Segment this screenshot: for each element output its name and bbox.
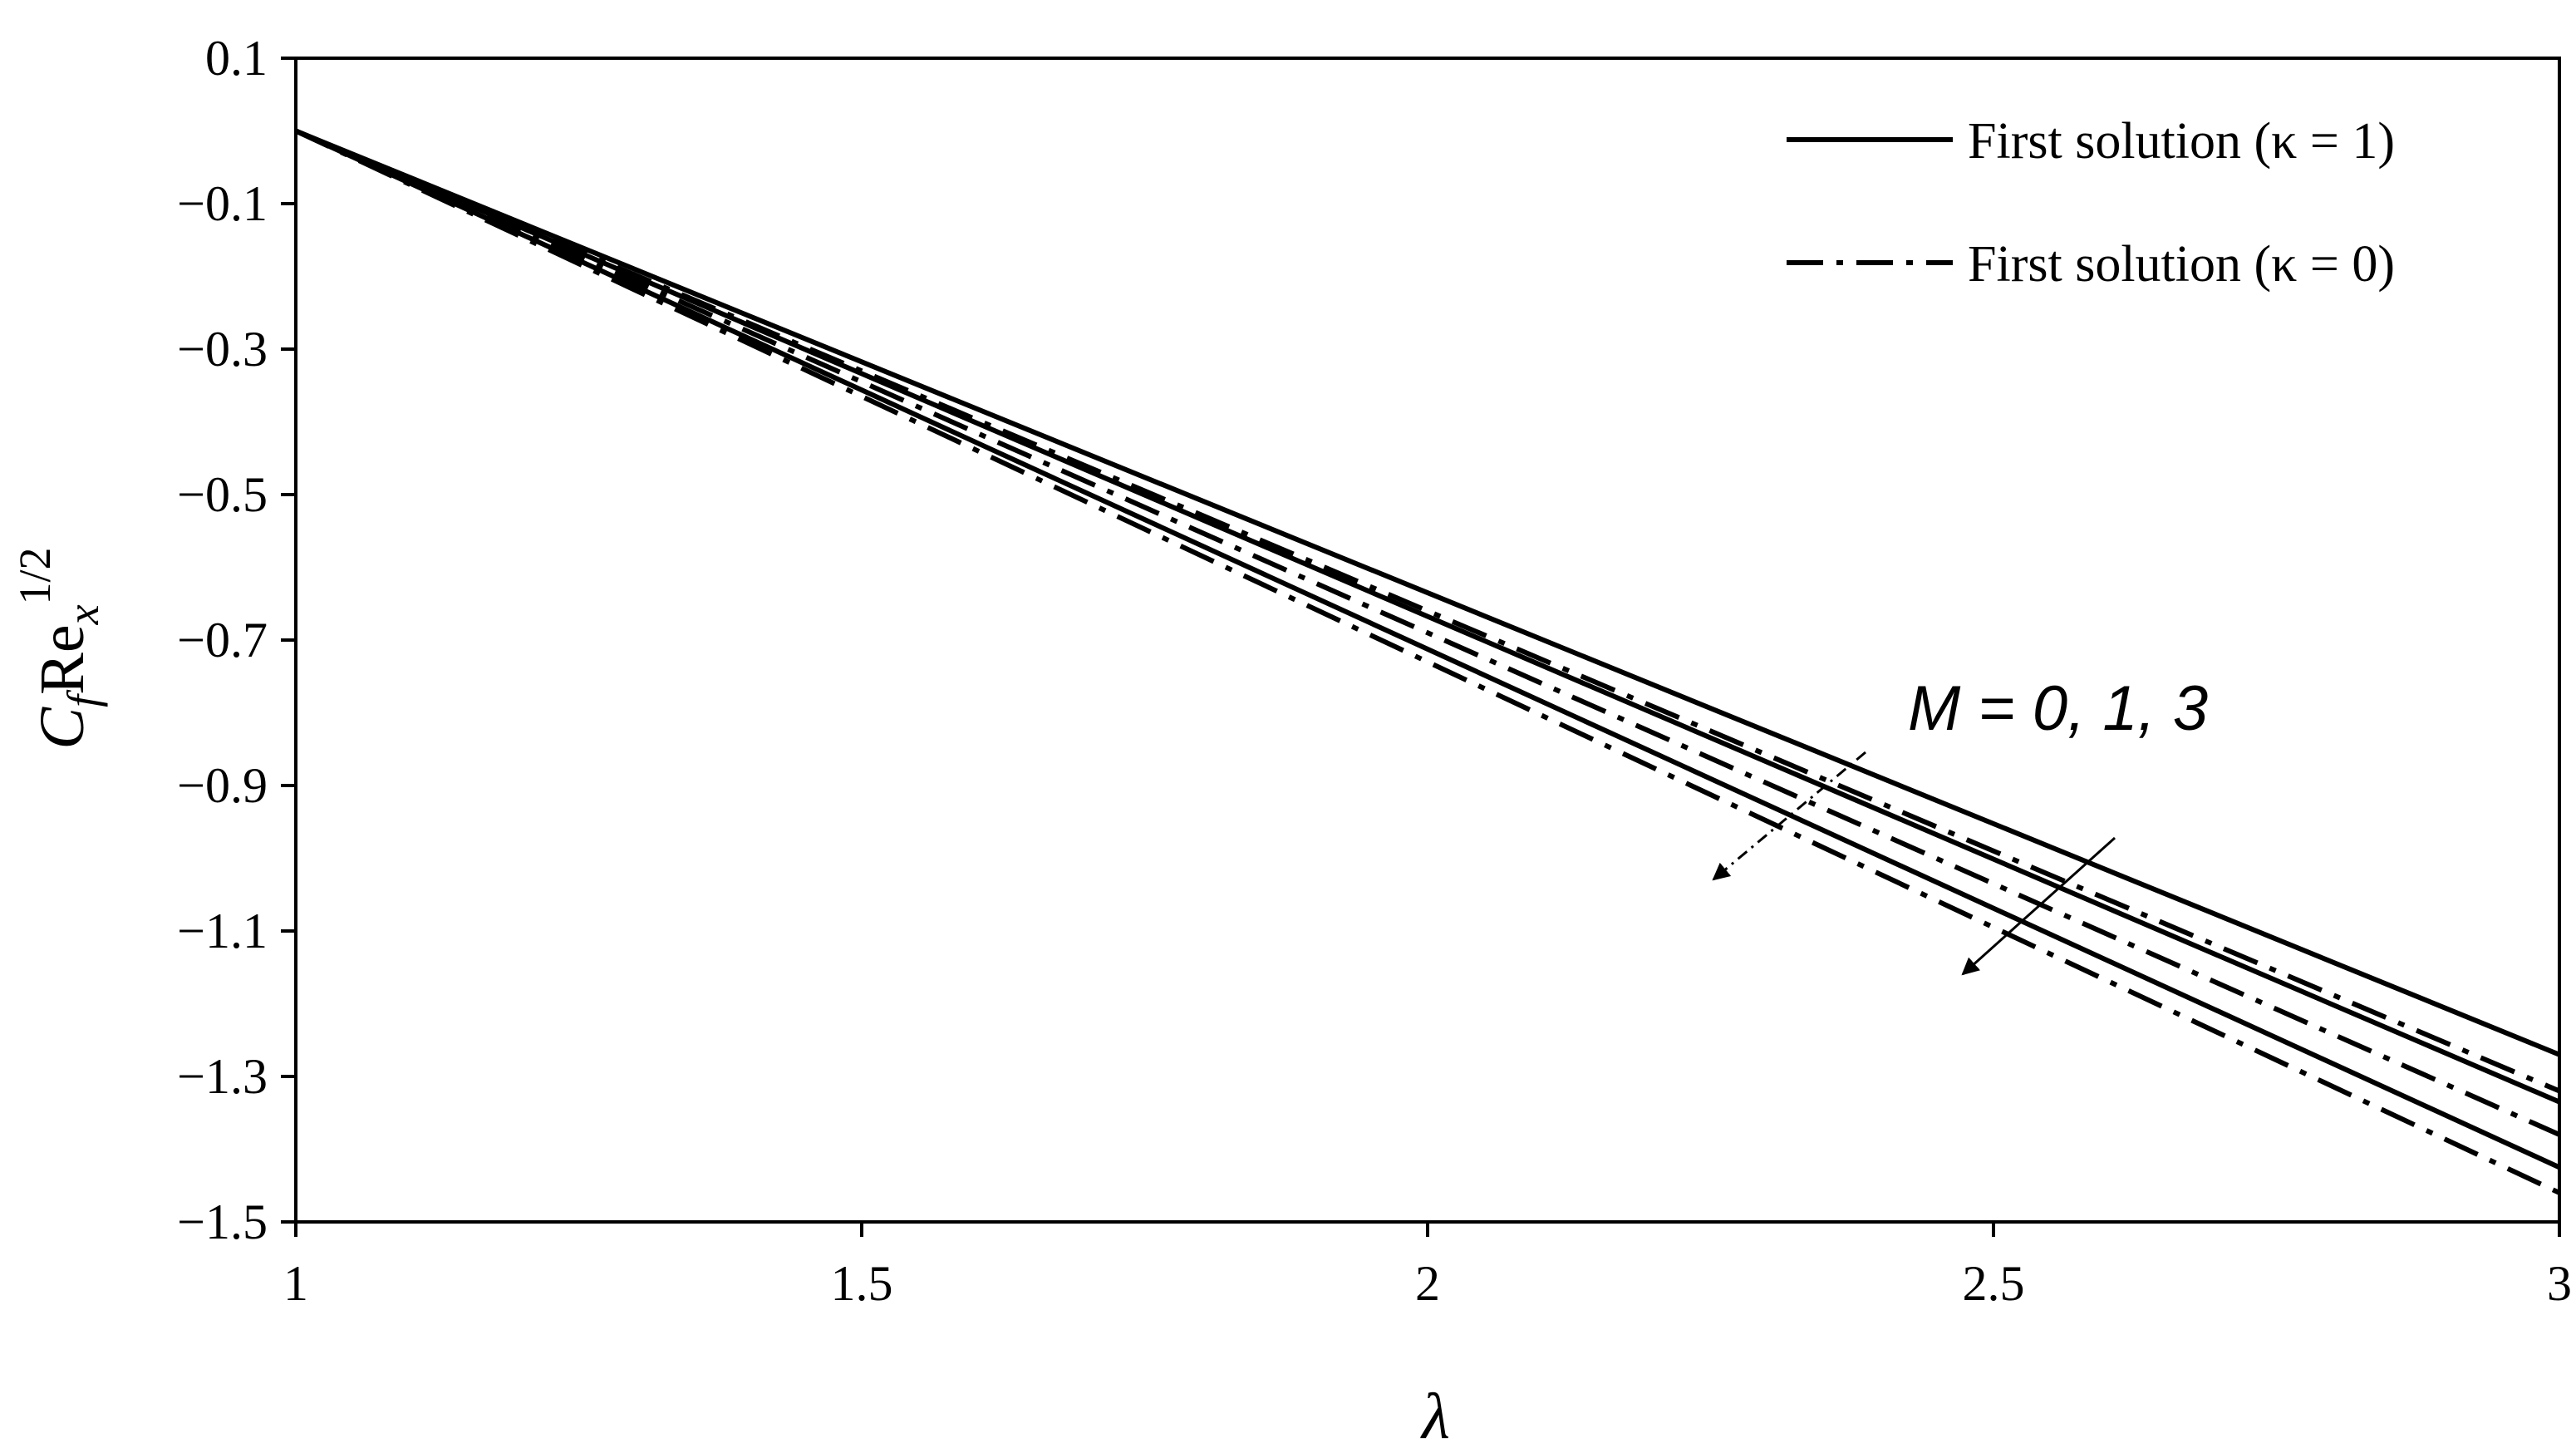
axes-layer: 0.1 −0.1 −0.3 −0.5 −0.7 −0.9 −1.1 −1.3 −1.5 1 1.5 2…	[177, 31, 2572, 1311]
series-line-kappa1-m3	[294, 128, 2561, 1170]
y-axis-title-part: 1/2	[10, 547, 60, 604]
series-line-kappa0-m1	[294, 128, 2561, 1137]
series-line-kappa1-m0	[294, 128, 2561, 1057]
y-tick-label: −1.1	[177, 904, 268, 958]
x-tick-label: 3	[2547, 1256, 2572, 1311]
legend: First solution (κ = 1) First solution (κ …	[1787, 113, 2395, 293]
y-axis-title-part: Re	[27, 624, 97, 694]
y-tick-label: −0.1	[177, 176, 268, 231]
annotation-text: M = 0, 1, 3	[1908, 673, 2208, 744]
x-tick-label: 1	[283, 1256, 308, 1311]
y-axis-title-text: CfRex1/2	[10, 547, 108, 749]
series-line-kappa1-m1	[294, 128, 2561, 1105]
y-axis-title-part: x	[58, 604, 108, 625]
axis-titles: λ CfRex1/2	[10, 547, 1450, 1452]
x-tick-label: 2	[1415, 1256, 1440, 1311]
y-tick-label: −1.3	[177, 1049, 268, 1104]
annotation-arrow-kappa1	[1961, 836, 2116, 976]
x-axis-title: λ	[1420, 1380, 1450, 1452]
annotation-arrow-kappa0	[1712, 751, 1866, 881]
y-tick-label: −0.5	[177, 467, 268, 522]
x-tick-label: 2.5	[1963, 1256, 2025, 1311]
plot-area	[294, 57, 2561, 1224]
y-axis-title: CfRex1/2	[10, 547, 108, 749]
y-axis-title-part: C	[27, 707, 97, 750]
y-tick-label: 0.1	[205, 31, 268, 86]
series-line-kappa0-m0	[294, 128, 2561, 1094]
y-tick-label: −0.9	[177, 758, 268, 813]
y-tick-label: −0.3	[177, 322, 268, 377]
legend-label-2: First solution (κ = 0)	[1968, 236, 2395, 293]
annotation-layer: M = 0, 1, 3	[1712, 673, 2208, 976]
y-tick-label: −1.5	[177, 1194, 268, 1249]
x-tick-label: 1.5	[831, 1256, 893, 1311]
plot-border	[294, 57, 2561, 1224]
y-tick-label: −0.7	[177, 613, 268, 667]
legend-label-1: First solution (κ = 1)	[1968, 113, 2395, 170]
series-layer	[294, 128, 2561, 1195]
